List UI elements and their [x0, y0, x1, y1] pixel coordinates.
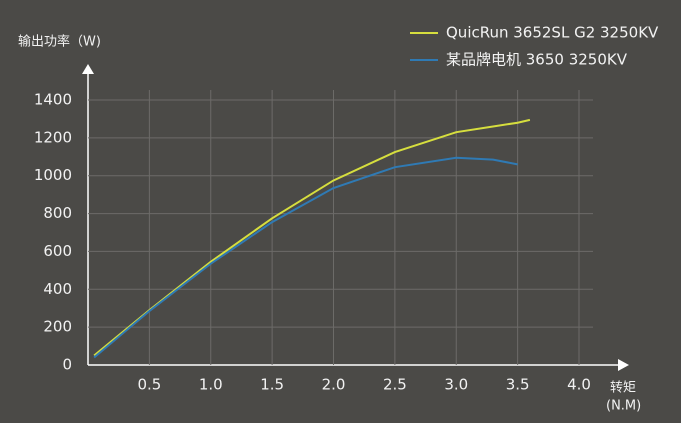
x-axis-unit: (N.M)	[606, 399, 641, 414]
y-tick-label: 200	[43, 318, 72, 336]
x-tick-label: 1.0	[199, 376, 223, 394]
y-tick-label: 600	[43, 242, 72, 260]
x-tick-label: 3.5	[506, 376, 530, 394]
x-tick-label: 4.0	[567, 376, 591, 394]
y-tick-label: 1200	[34, 128, 72, 146]
x-axis-arrow	[618, 359, 629, 371]
x-tick-label: 3.0	[444, 376, 468, 394]
x-axis-label: 转矩	[610, 381, 636, 396]
legend-label: QuicRun 3652SL G2 3250KV	[446, 24, 659, 42]
y-tick-label: 800	[43, 204, 72, 222]
y-tick-label: 1000	[34, 166, 72, 184]
x-tick-label: 2.0	[322, 376, 346, 394]
y-tick-label: 0	[62, 356, 72, 374]
y-axis-arrow	[82, 64, 94, 74]
x-tick-label: 0.5	[137, 376, 161, 394]
line	[93, 156, 518, 359]
y-tick-label: 400	[43, 280, 72, 298]
y-tick-label: 1400	[34, 91, 72, 109]
x-tick-label: 1.5	[260, 376, 284, 394]
x-tick-label: 2.5	[383, 376, 407, 394]
legend-label: 某品牌电机 3650 3250KV	[446, 51, 628, 69]
y-axis-label: 输出功率（W)	[18, 34, 101, 50]
